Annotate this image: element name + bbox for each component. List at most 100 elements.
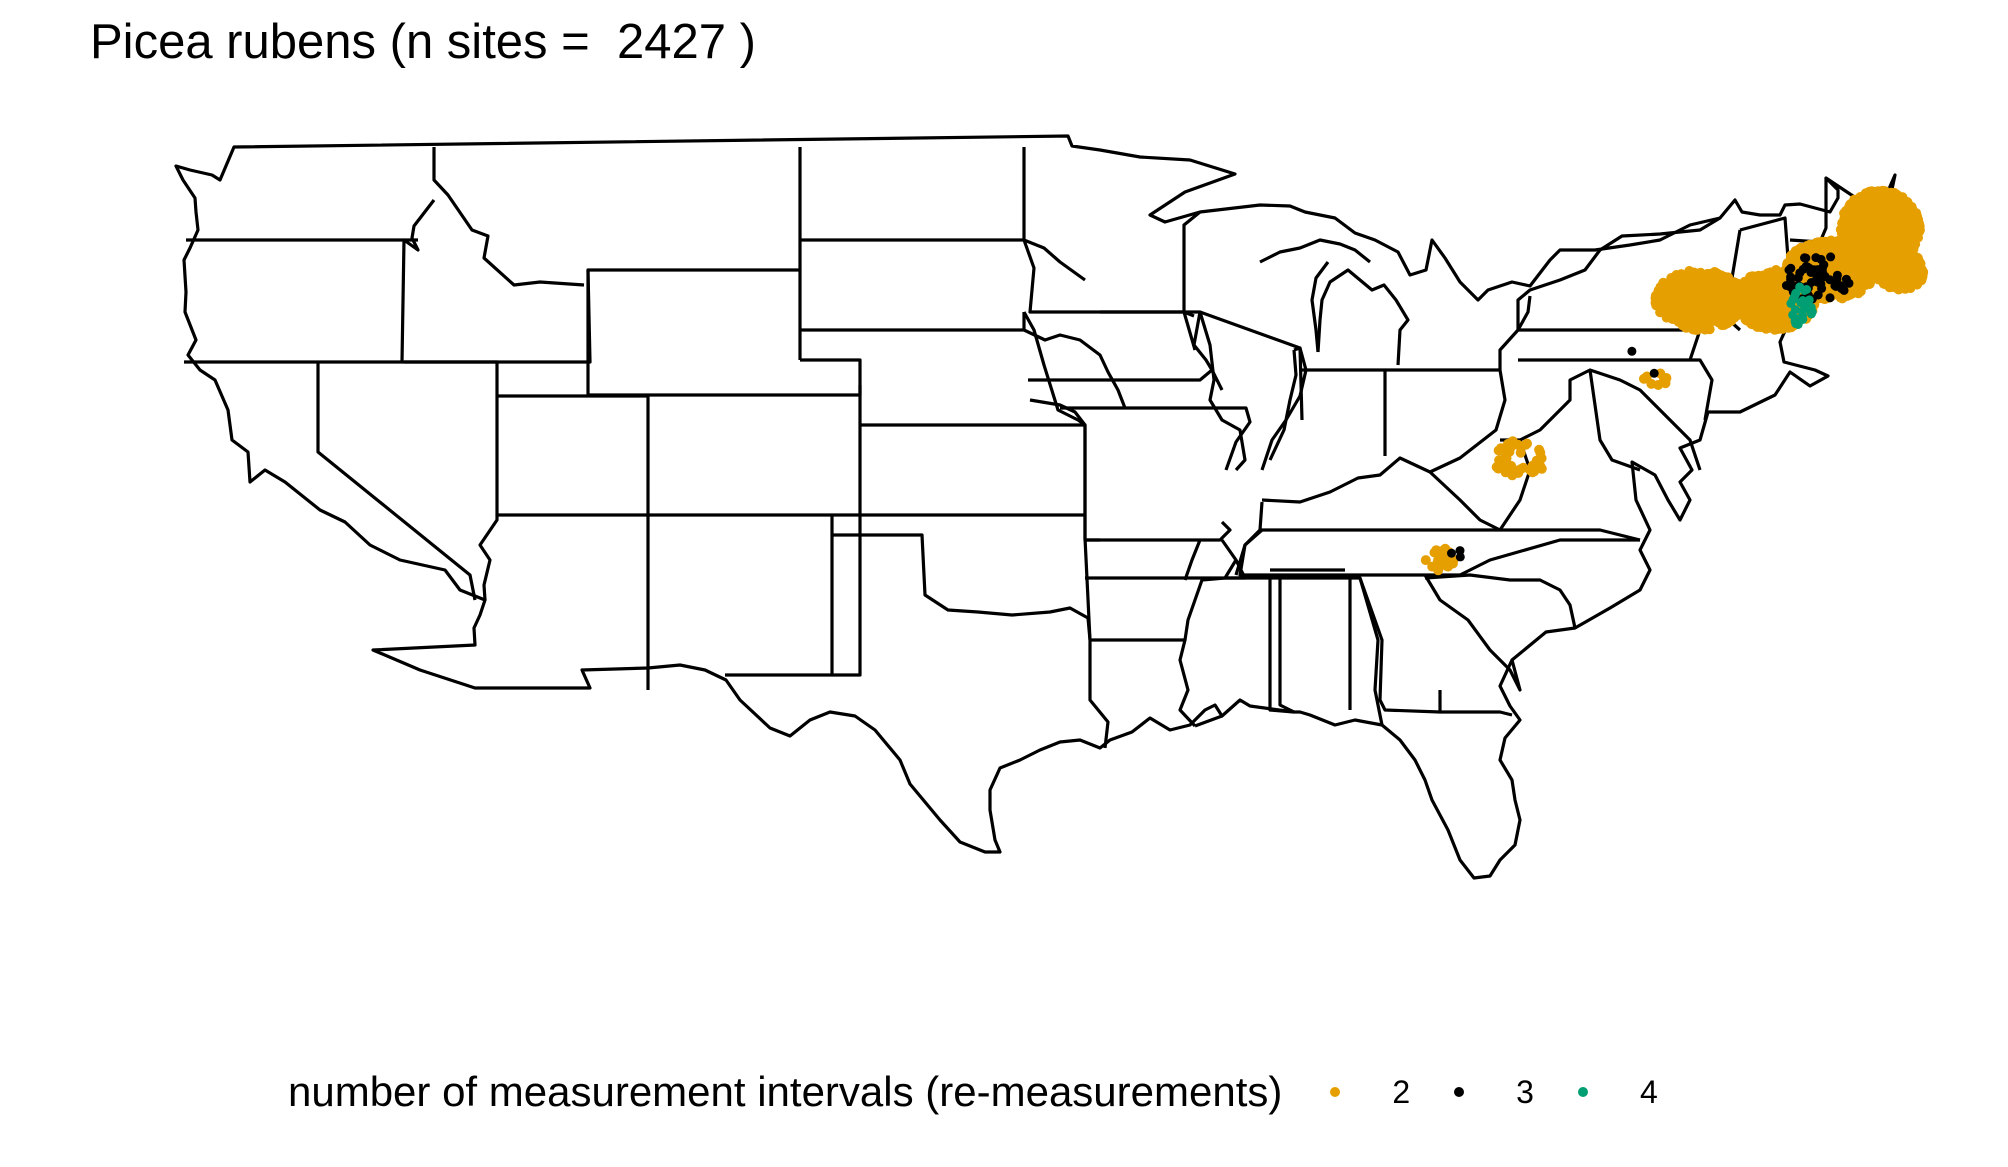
occurrence-point-2 xyxy=(1836,252,1847,263)
occurrence-point-2 xyxy=(1748,279,1759,290)
occurrence-point-2 xyxy=(1731,283,1741,294)
map-title: Picea rubens (n sites = 2427 ) xyxy=(90,15,756,69)
occurrence-point-2 xyxy=(1672,293,1683,304)
michigan-upper xyxy=(1259,238,1371,264)
occurrence-point-2 xyxy=(1885,270,1896,281)
occurrence-point-3 xyxy=(1786,275,1796,285)
occurrence-point-2 xyxy=(1685,299,1696,310)
occurrence-point-2 xyxy=(1771,288,1782,299)
occurrence-point-3 xyxy=(1815,272,1825,282)
occurrence-point-2 xyxy=(1892,196,1903,207)
occurrence-point-3 xyxy=(1832,270,1842,280)
legend-item-4: 4 xyxy=(1577,1073,1658,1111)
occurrence-point-3 xyxy=(1841,274,1851,284)
occurrence-point-2 xyxy=(1761,295,1771,306)
occurrence-point-2 xyxy=(1902,197,1913,208)
occurrence-point-3 xyxy=(1793,273,1803,283)
legend: number of measurement intervals (re-meas… xyxy=(288,1060,1702,1124)
occurrence-point-2 xyxy=(1429,547,1440,558)
occurrence-point-3 xyxy=(1809,265,1819,275)
occurrence-point-2 xyxy=(1774,300,1785,311)
occurrence-point-4 xyxy=(1798,306,1807,316)
occurrence-point-2 xyxy=(1894,275,1905,286)
occurrence-point-3 xyxy=(1837,284,1847,294)
us-outline xyxy=(174,134,1897,880)
occurrence-point-2 xyxy=(1883,206,1894,217)
occurrence-point-2 xyxy=(1875,192,1886,203)
occurrence-point-3 xyxy=(1800,253,1809,263)
occurrence-point-2 xyxy=(1704,305,1715,316)
occurrence-point-2 xyxy=(1909,213,1920,224)
occurrence-point-2 xyxy=(1877,262,1888,273)
occurrence-point-2 xyxy=(1917,265,1927,275)
occurrence-point-2 xyxy=(1505,442,1516,453)
legend-label-4: 4 xyxy=(1639,1073,1658,1110)
occurrence-points xyxy=(1420,185,1929,576)
michigan-lower xyxy=(1316,268,1410,366)
occurrence-point-4 xyxy=(1804,295,1814,305)
occurrence-point-2 xyxy=(1659,303,1670,314)
occurrence-point-2 xyxy=(1432,555,1443,566)
occurrence-point-2 xyxy=(1711,274,1721,285)
occurrence-point-2 xyxy=(1515,447,1526,458)
occurrence-point-2 xyxy=(1671,271,1682,282)
occurrence-point-3 xyxy=(1627,346,1637,356)
occurrence-point-2 xyxy=(1653,380,1664,390)
occurrence-point-2 xyxy=(1755,282,1766,293)
occurrence-point-2 xyxy=(1874,227,1885,238)
occurrence-point-2 xyxy=(1520,439,1531,450)
occurrence-point-2 xyxy=(1674,285,1685,296)
legend-label-2: 2 xyxy=(1392,1073,1411,1110)
occurrence-point-2 xyxy=(1912,252,1922,263)
occurrence-point-2 xyxy=(1851,286,1862,297)
occurrence-point-2 xyxy=(1536,453,1547,464)
occurrence-point-2 xyxy=(1860,255,1871,266)
occurrence-point-2 xyxy=(1653,285,1664,296)
occurrence-point-3 xyxy=(1816,279,1826,289)
occurrence-point-3 xyxy=(1447,548,1456,558)
lake-michigan-east xyxy=(1310,261,1330,353)
occurrence-point-2 xyxy=(1721,293,1732,304)
occurrence-point-2 xyxy=(1912,275,1923,286)
occurrence-point-3 xyxy=(1455,552,1465,562)
occurrence-point-4 xyxy=(1790,305,1800,315)
occurrence-point-2 xyxy=(1866,186,1877,197)
occurrence-point-4 xyxy=(1789,293,1799,303)
occurrence-point-2 xyxy=(1857,209,1867,220)
occurrence-point-2 xyxy=(1692,323,1703,334)
occurrence-point-3 xyxy=(1806,278,1816,287)
occurrence-point-4 xyxy=(1791,319,1801,329)
occurrence-point-2 xyxy=(1903,268,1914,279)
occurrence-point-2 xyxy=(1894,209,1905,220)
occurrence-point-3 xyxy=(1816,254,1826,264)
occurrence-point-2 xyxy=(1639,373,1649,384)
occurrence-point-2 xyxy=(1760,315,1770,325)
occurrence-point-2 xyxy=(1843,220,1854,231)
occurrence-point-2 xyxy=(1851,266,1861,276)
legend-item-2: 2 xyxy=(1330,1074,1410,1111)
legend-dot-4 xyxy=(1577,1087,1588,1097)
occurrence-point-2 xyxy=(1744,287,1755,298)
occurrence-point-2 xyxy=(1681,274,1691,285)
occurrence-point-3 xyxy=(1649,368,1659,378)
occurrence-point-2 xyxy=(1885,260,1895,271)
occurrence-point-2 xyxy=(1900,283,1911,294)
occurrence-point-2 xyxy=(1702,280,1713,291)
occurrence-point-2 xyxy=(1677,305,1687,316)
state-boundaries xyxy=(174,134,1897,880)
occurrence-point-3 xyxy=(1784,265,1794,275)
occurrence-point-3 xyxy=(1825,293,1835,303)
occurrence-point-2 xyxy=(1853,232,1864,243)
occurrence-point-2 xyxy=(1850,194,1861,205)
occurrence-point-2 xyxy=(1728,301,1739,312)
occurrence-point-2 xyxy=(1860,193,1871,204)
occurrence-point-2 xyxy=(1723,272,1734,283)
occurrence-point-2 xyxy=(1899,219,1910,230)
occurrence-point-2 xyxy=(1906,225,1917,236)
occurrence-point-4 xyxy=(1798,315,1808,324)
legend-dot-2 xyxy=(1330,1087,1341,1097)
occurrence-point-2 xyxy=(1849,255,1859,266)
occurrence-point-2 xyxy=(1862,220,1873,231)
